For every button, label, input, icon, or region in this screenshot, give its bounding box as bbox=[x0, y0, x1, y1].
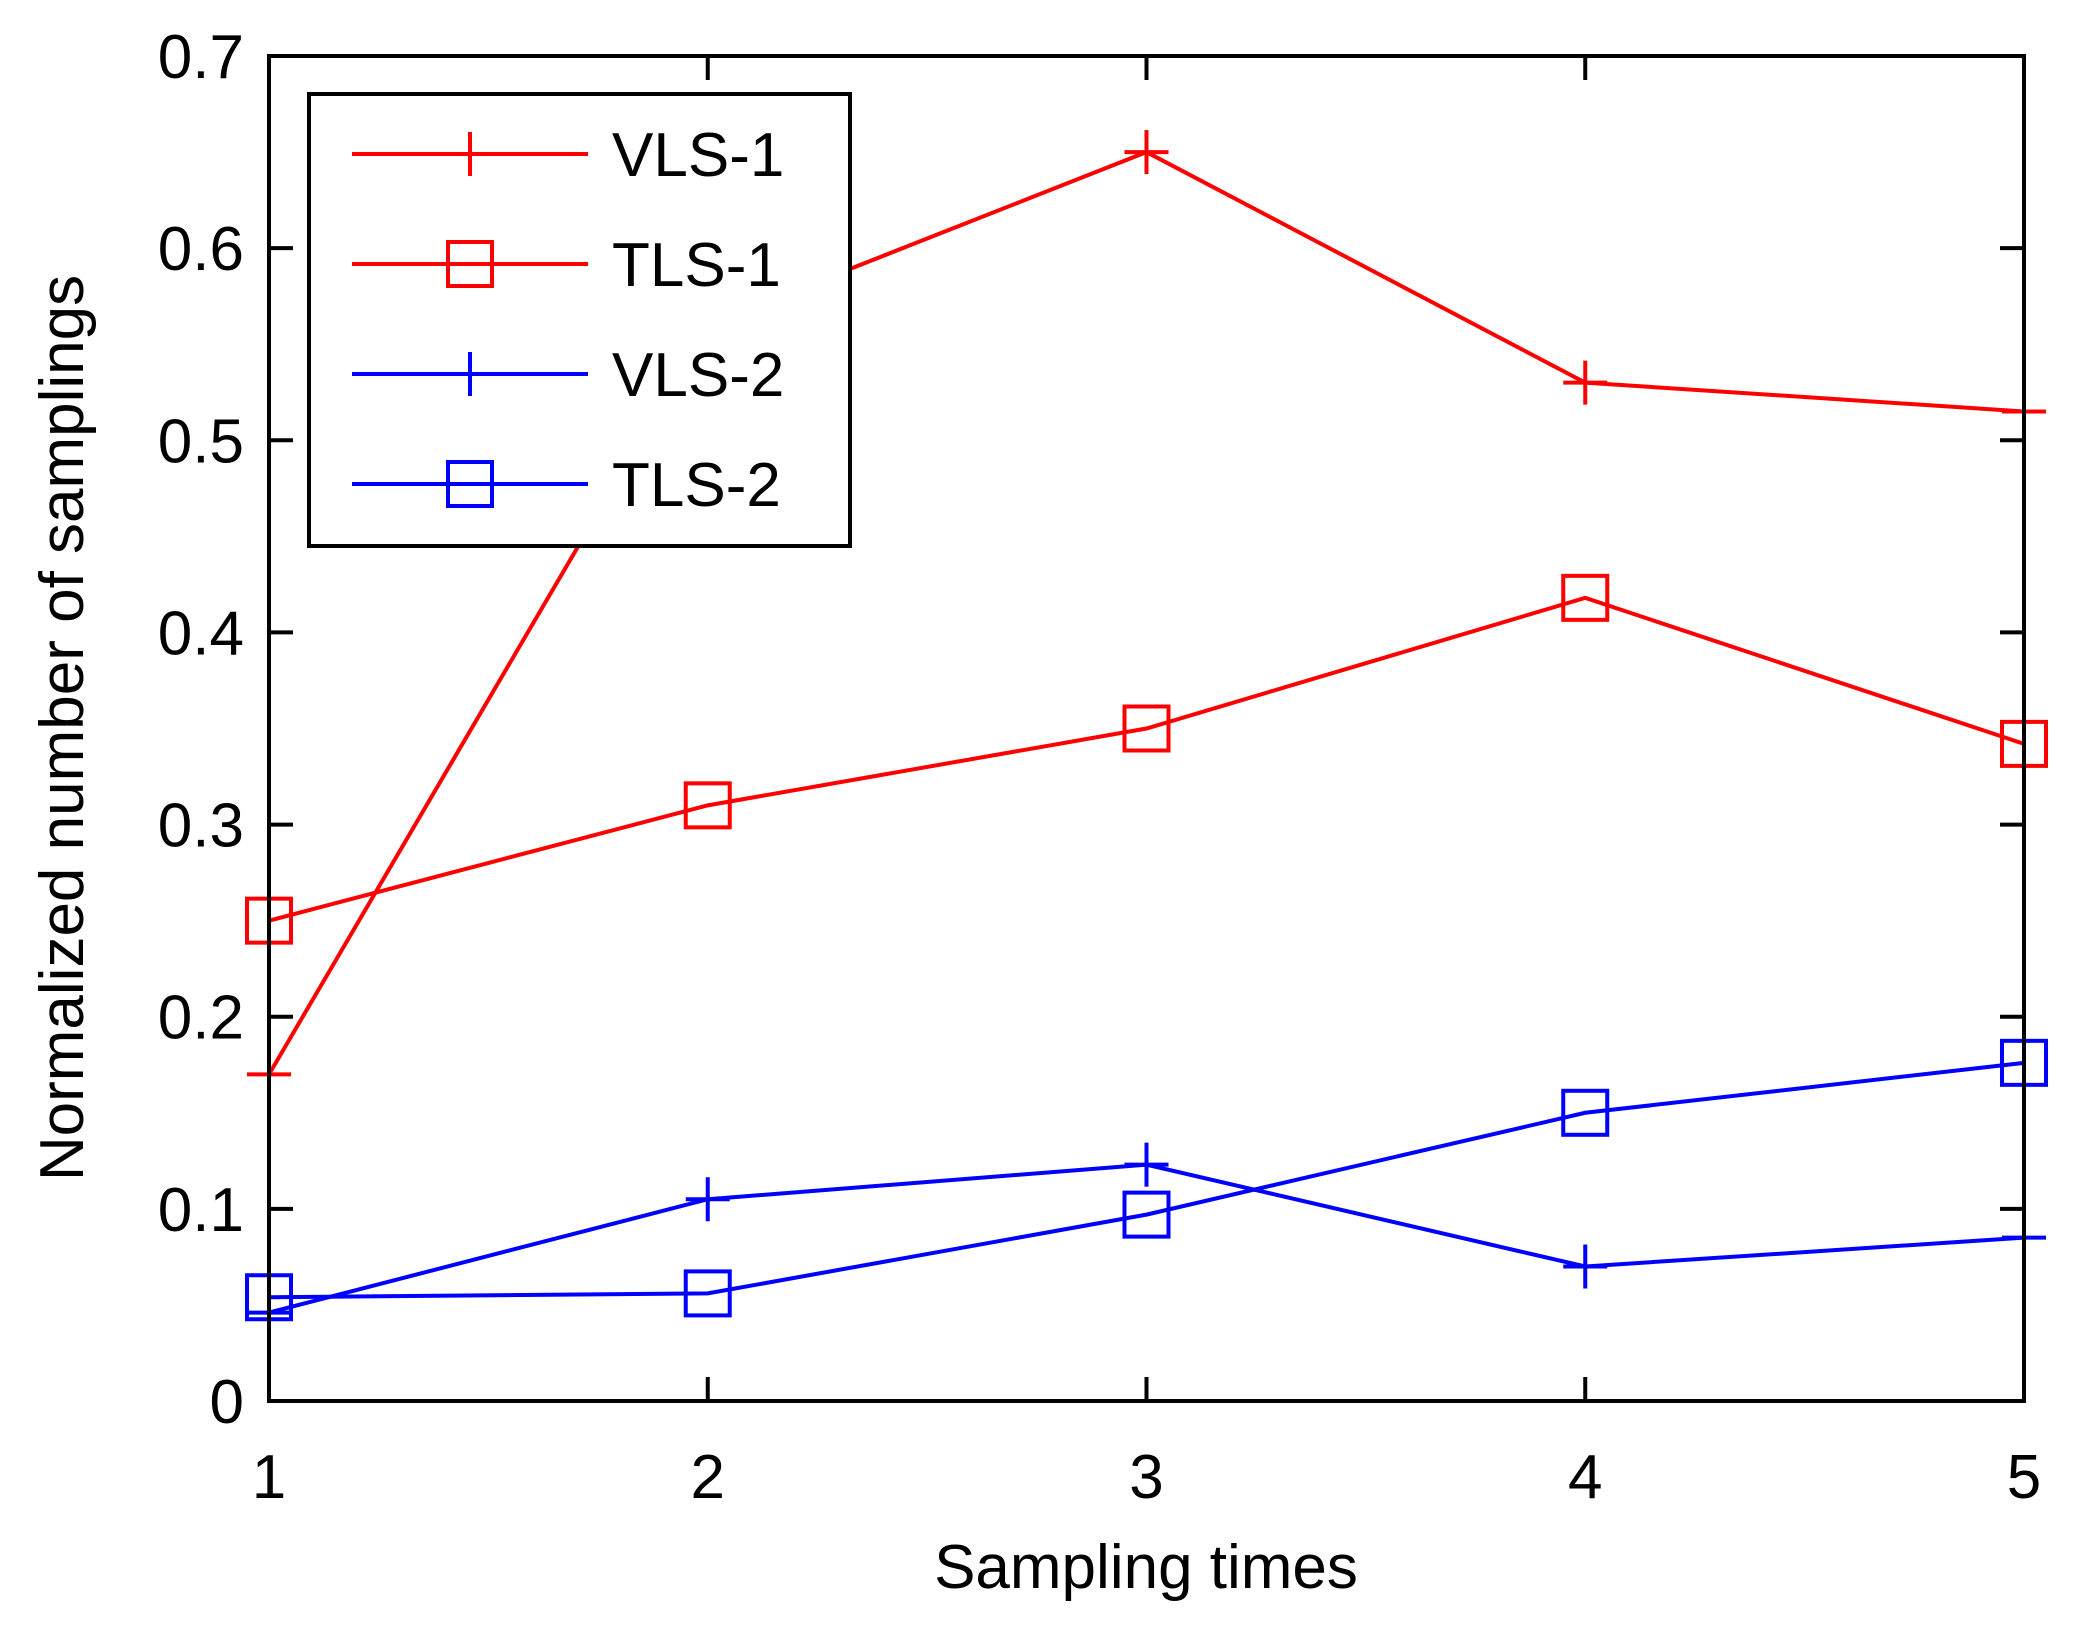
legend-label-vls-1: VLS-1 bbox=[612, 121, 784, 190]
data-point-vls-2 bbox=[685, 1177, 730, 1222]
y-tick-label: 0.2 bbox=[158, 984, 244, 1053]
x-tick-label: 5 bbox=[2007, 1443, 2041, 1512]
legend-item-tls-1: TLS-1 bbox=[352, 231, 781, 300]
legend-marker-vls-1 bbox=[448, 132, 492, 176]
y-tick-label: 0.3 bbox=[158, 792, 244, 861]
y-axis-label: Normalized number of samplings bbox=[28, 275, 97, 1181]
series-line-tls-1 bbox=[268, 595, 2025, 923]
legend-marker-vls-2 bbox=[448, 352, 492, 396]
legend-item-tls-2: TLS-2 bbox=[352, 451, 781, 520]
legend-marker-tls-2 bbox=[446, 460, 494, 508]
data-point-vls-2 bbox=[1563, 1244, 1608, 1289]
legend-label-tls-1: TLS-1 bbox=[612, 231, 781, 300]
data-point-vls-1 bbox=[1124, 130, 1169, 175]
legend-marker-tls-1 bbox=[446, 240, 494, 288]
data-point-tls-2 bbox=[1561, 1088, 1610, 1137]
x-tick-label: 3 bbox=[1129, 1443, 1163, 1512]
legend-item-vls-1: VLS-1 bbox=[352, 121, 784, 190]
x-tick-label: 4 bbox=[1568, 1443, 1602, 1512]
y-tick-label: 0.6 bbox=[158, 215, 244, 284]
data-point-tls-1 bbox=[683, 781, 732, 830]
legend-label-tls-2: TLS-2 bbox=[612, 451, 781, 520]
y-tick-label: 0.5 bbox=[158, 407, 244, 476]
legend-box bbox=[307, 92, 852, 548]
data-point-vls-2 bbox=[1124, 1142, 1169, 1187]
data-point-tls-1 bbox=[1561, 573, 1610, 622]
data-point-tls-1 bbox=[1122, 704, 1171, 753]
x-tick-label: 2 bbox=[691, 1443, 725, 1512]
series-line-tls-2 bbox=[268, 1060, 2025, 1300]
y-tick-label: 0.4 bbox=[158, 599, 244, 668]
data-point-tls-2 bbox=[683, 1269, 732, 1318]
x-tick-label: 1 bbox=[252, 1443, 286, 1512]
legend: VLS-1 TLS-1 VLS-2 TLS-2 bbox=[307, 92, 852, 548]
axis-tick-labels: 1 2 3 4 5 0 0.1 0.2 0.3 0.4 0.5 0.6 0.7 bbox=[158, 23, 2041, 1512]
axis-ticks bbox=[267, 54, 2026, 1403]
y-tick-label: 0.1 bbox=[158, 1176, 244, 1245]
legend-label-vls-2: VLS-2 bbox=[612, 341, 784, 410]
y-tick-label: 0 bbox=[210, 1368, 244, 1437]
data-point-tls-2 bbox=[1122, 1190, 1171, 1239]
legend-item-vls-2: VLS-2 bbox=[352, 341, 784, 410]
x-axis-label: Sampling times bbox=[934, 1533, 1358, 1602]
y-tick-label: 0.7 bbox=[158, 23, 244, 92]
legend-items: VLS-1 TLS-1 VLS-2 TLS-2 bbox=[352, 121, 784, 520]
data-point-vls-1 bbox=[1563, 360, 1608, 405]
